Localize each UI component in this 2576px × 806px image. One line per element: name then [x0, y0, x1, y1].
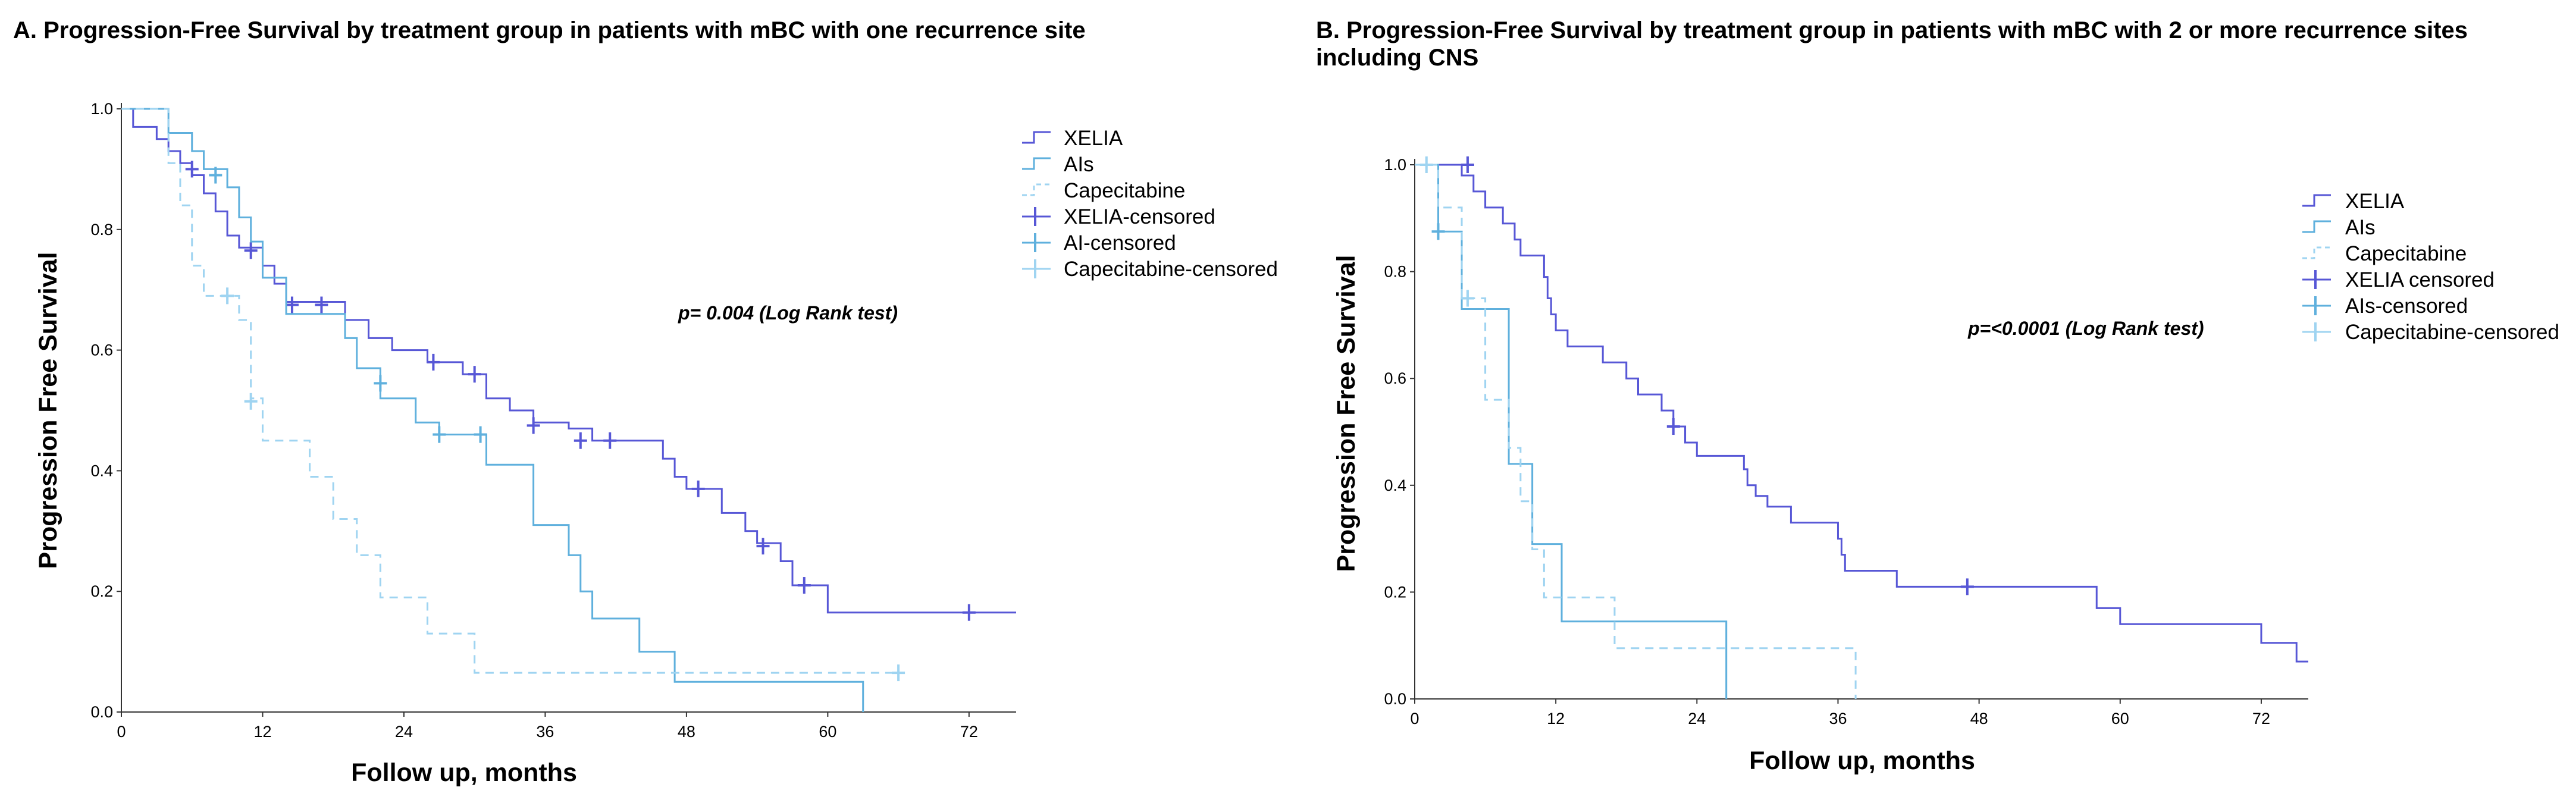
- a-censor-mark-capecitabine: [221, 287, 234, 305]
- a-censor-mark-xelia: [285, 296, 299, 313]
- b-legend-label: Capecitabine: [2345, 242, 2467, 265]
- b-legend-item: XELIA censored: [2302, 268, 2494, 291]
- a-censor-mark-xelia: [185, 161, 199, 178]
- a-censor-mark-ais: [474, 426, 487, 443]
- b-y-tick-label: 0.8: [1384, 263, 1406, 281]
- b-y-axis-title: Progression Free Survival: [1332, 255, 1361, 572]
- a-legend-item: XELIA-censored: [1022, 205, 1215, 228]
- b-x-tick-label: 36: [1829, 710, 1847, 727]
- b-p-value-annotation: p=<0.0001 (Log Rank test): [1967, 318, 2204, 339]
- b-legend-item: AIs: [2302, 216, 2376, 239]
- b-legend-item: Capecitabine-censored: [2302, 321, 2559, 344]
- b-legend-label: AIs: [2345, 216, 2376, 239]
- b-censor-mark-xelia: [1960, 578, 1974, 595]
- a-x-tick-label: 0: [117, 723, 126, 741]
- a-x-tick-label: 36: [536, 723, 554, 741]
- a-legend-label: XELIA: [1064, 127, 1123, 150]
- a-censor-mark-xelia: [691, 480, 705, 497]
- a-legend-item: Capecitabine-censored: [1022, 258, 1278, 281]
- a-p-value-annotation: p= 0.004 (Log Rank test): [678, 302, 898, 324]
- b-legend-label: AIs-censored: [2345, 294, 2468, 318]
- a-x-tick-label: 12: [253, 723, 271, 741]
- b-series-xelia-curve: [1415, 164, 2308, 663]
- a-legend-label: AI-censored: [1064, 231, 1176, 255]
- a-series-capecitabine-curve: [121, 108, 899, 674]
- b-censor-mark-ais: [1431, 223, 1445, 240]
- a-legend-item: AIs: [1022, 153, 1094, 176]
- a-censor-mark-xelia: [527, 417, 540, 434]
- a-censor-mark-xelia: [962, 604, 976, 621]
- a-legend-label: Capecitabine: [1064, 179, 1185, 202]
- a-censor-mark-xelia: [574, 432, 587, 449]
- b-y-tick-label: 1.0: [1384, 156, 1406, 174]
- a-y-tick-label: 1.0: [90, 100, 113, 118]
- a-x-tick-label: 48: [678, 723, 695, 741]
- a-x-tick-label: 72: [960, 723, 978, 741]
- a-legend-item: XELIA: [1022, 127, 1123, 150]
- b-y-tick-label: 0.2: [1384, 583, 1406, 601]
- b-censor-mark-xelia: [1666, 418, 1680, 435]
- b-censor-mark-capecitabine: [1461, 290, 1474, 307]
- b-legend-item: Capecitabine: [2302, 242, 2467, 265]
- a-y-tick-label: 0.4: [90, 462, 113, 479]
- b-x-tick-label: 12: [1547, 710, 1565, 727]
- a-y-tick-label: 0.8: [90, 221, 113, 239]
- a-censor-mark-xelia: [797, 577, 811, 594]
- a-censor-mark-xelia: [315, 296, 328, 313]
- b-series-capecitabine-curve: [1415, 164, 1857, 699]
- b-x-tick-label: 0: [1410, 710, 1419, 727]
- b-legend-label: XELIA censored: [2345, 268, 2494, 291]
- b-y-tick-label: 0.4: [1384, 476, 1406, 494]
- panel-a-title: A. Progression-Free Survival by treatmen…: [13, 17, 1086, 43]
- panel-b-title: B. Progression-Free Survival by treatmen…: [1316, 17, 2468, 71]
- a-censor-mark-xelia: [756, 538, 770, 555]
- b-x-tick-label: 48: [1970, 710, 1988, 727]
- b-legend-label: Capecitabine-censored: [2345, 321, 2559, 344]
- a-legend-label: Capecitabine-censored: [1064, 258, 1278, 281]
- b-y-tick-label: 0.6: [1384, 369, 1406, 387]
- a-censor-mark-ais: [433, 426, 446, 443]
- a-y-tick-label: 0.6: [90, 341, 113, 359]
- a-censor-mark-capecitabine: [244, 393, 258, 410]
- a-legend-item: AI-censored: [1022, 231, 1176, 255]
- a-legend-item: Capecitabine: [1022, 179, 1185, 202]
- a-censor-mark-xelia: [468, 366, 481, 383]
- a-censor-mark-ais: [374, 375, 387, 392]
- b-x-tick-label: 60: [2111, 710, 2129, 727]
- b-x-axis-title: Follow up, months: [1749, 747, 1975, 775]
- a-censor-mark-xelia: [603, 432, 617, 449]
- a-censor-mark-xelia: [244, 242, 258, 259]
- a-y-tick-label: 0.2: [90, 582, 113, 600]
- b-legend-item: XELIA: [2302, 190, 2405, 213]
- a-censor-mark-xelia: [427, 353, 440, 371]
- a-legend-label: AIs: [1064, 153, 1094, 176]
- b-censor-mark-xelia: [1461, 156, 1474, 173]
- a-series-xelia-curve: [121, 108, 1016, 614]
- a-censor-mark-ais: [209, 167, 222, 184]
- b-legend-label: XELIA: [2345, 190, 2405, 213]
- b-y-tick-label: 0.0: [1384, 690, 1406, 708]
- a-y-tick-label: 0.0: [90, 703, 113, 721]
- a-series-ais-curve: [121, 108, 864, 712]
- b-series-ais-curve: [1415, 164, 1728, 699]
- b-censor-mark-capecitabine: [1419, 156, 1433, 173]
- a-censor-mark-capecitabine: [892, 664, 905, 682]
- a-x-tick-label: 24: [395, 723, 413, 741]
- a-y-axis-title: Progression Free Survival: [34, 252, 62, 569]
- a-legend-label: XELIA-censored: [1064, 205, 1215, 228]
- a-x-axis-title: Follow up, months: [351, 758, 577, 787]
- b-x-tick-label: 72: [2252, 710, 2270, 727]
- b-legend-item: AIs-censored: [2302, 294, 2468, 318]
- a-x-tick-label: 60: [819, 723, 836, 741]
- b-x-tick-label: 24: [1688, 710, 1706, 727]
